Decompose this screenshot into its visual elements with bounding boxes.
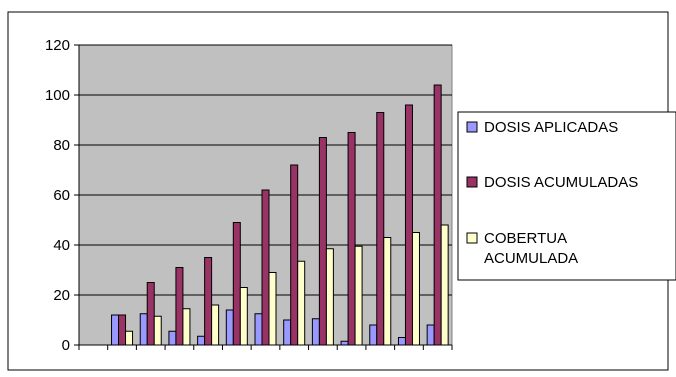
bar-dosis-acumuladas	[232, 222, 241, 346]
bar-dosis-acumuladas	[376, 112, 385, 346]
bar-dosis-aplicadas	[197, 335, 206, 346]
bar-dosis-acumuladas	[433, 84, 442, 346]
y-tick-label: 20	[53, 287, 70, 304]
legend-label: ACUMULADA	[484, 250, 578, 267]
y-tick-label: 80	[53, 137, 70, 154]
bar-dosis-acumuladas	[347, 132, 356, 346]
bar-dosis-acumuladas	[146, 282, 155, 346]
legend-label: COBERTUA	[484, 230, 567, 247]
bar-cobertua-acumulada	[268, 272, 277, 346]
y-tick-label: 60	[53, 187, 70, 204]
legend-label: DOSIS APLICADAS	[484, 119, 618, 136]
y-tick-label: 40	[53, 237, 70, 254]
bar-cobertua-acumulada	[239, 287, 248, 346]
bar-cobertua-acumulada	[297, 260, 306, 346]
bar-dosis-acumuladas	[261, 189, 270, 346]
bar-dosis-aplicadas	[426, 324, 435, 346]
legend-swatch	[466, 121, 478, 133]
bar-dosis-aplicadas	[340, 340, 349, 346]
legend: DOSIS APLICADAS DOSIS ACUMULADAS COBERTUA A…	[466, 119, 638, 267]
bar-cobertua-acumulada	[325, 248, 334, 346]
y-tick-label: 120	[45, 37, 70, 54]
bar-dosis-aplicadas	[225, 309, 234, 346]
bar-cobertua-acumulada	[211, 304, 220, 346]
bar-cobertua-acumulada	[354, 245, 363, 346]
bar-dosis-aplicadas	[254, 313, 263, 346]
legend-swatch	[466, 176, 478, 188]
bar-cobertua-acumulada	[440, 224, 449, 346]
bar-dosis-acumuladas	[290, 164, 299, 346]
bar-dosis-aplicadas	[139, 313, 148, 346]
y-axis-ticks: 0 20 40 60 80 100 120	[45, 37, 79, 354]
bar-dosis-aplicadas	[111, 314, 120, 346]
bar-cobertua-acumulada	[182, 308, 191, 346]
bar-cobertua-acumulada	[411, 232, 420, 346]
y-tick-label: 0	[62, 337, 70, 354]
bar-dosis-acumuladas	[175, 267, 184, 346]
bar-dosis-aplicadas	[397, 337, 406, 346]
bar-dosis-acumuladas	[404, 104, 413, 346]
bar-cobertua-acumulada	[125, 330, 134, 346]
bar-dosis-aplicadas	[311, 318, 320, 346]
bar-cobertua-acumulada	[383, 237, 392, 346]
bar-dosis-acumuladas	[118, 314, 127, 346]
bar-dosis-acumuladas	[204, 257, 213, 346]
legend-swatch	[466, 232, 478, 244]
bar-dosis-acumuladas	[318, 137, 327, 346]
legend-box	[457, 111, 676, 281]
bar-cobertua-acumulada	[153, 315, 162, 346]
bar-dosis-aplicadas	[168, 330, 177, 346]
bar-dosis-aplicadas	[283, 319, 292, 346]
bar-dosis-aplicadas	[369, 324, 378, 346]
y-tick-label: 100	[45, 87, 70, 104]
legend-label: DOSIS ACUMULADAS	[484, 174, 638, 191]
